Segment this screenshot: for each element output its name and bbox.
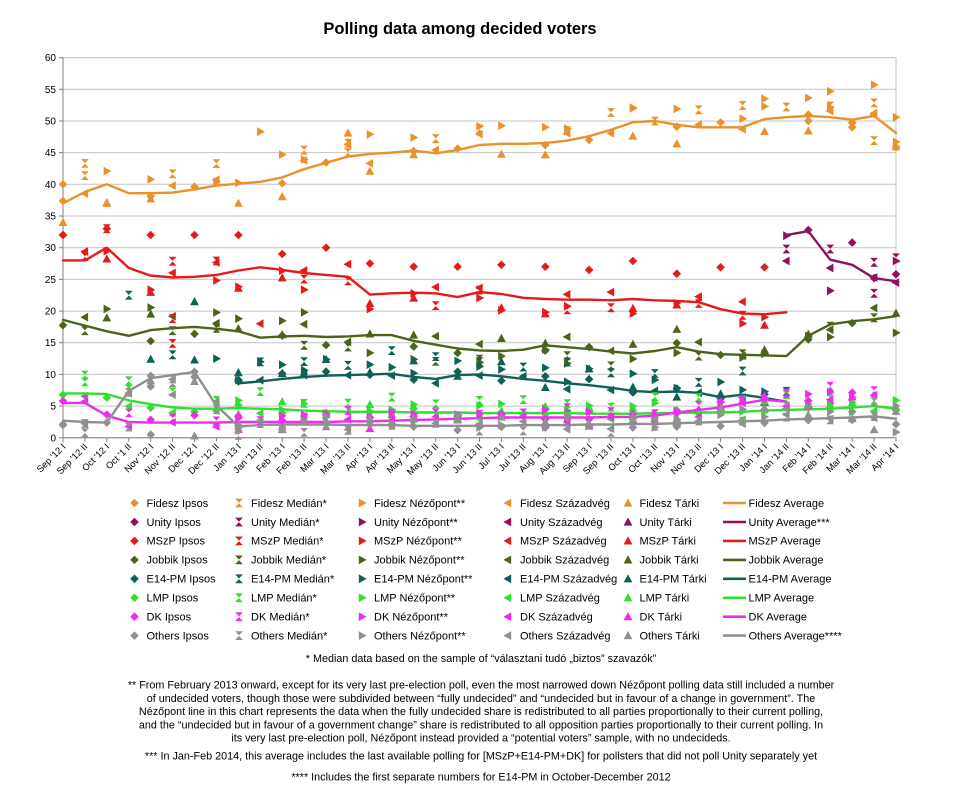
- svg-text:MSzP Tárki: MSzP Tárki: [640, 536, 696, 548]
- svg-text:60: 60: [45, 53, 57, 64]
- svg-text:35: 35: [45, 212, 57, 223]
- svg-text:Others Medián*: Others Medián*: [251, 630, 328, 642]
- svg-text:Unity Ipsos: Unity Ipsos: [147, 517, 202, 529]
- svg-text:55: 55: [45, 85, 57, 96]
- svg-text:Others Nézőpont**: Others Nézőpont**: [374, 630, 466, 642]
- svg-text:Jobbik Nézőpont**: Jobbik Nézőpont**: [374, 555, 465, 567]
- svg-text:DK Századvég: DK Századvég: [520, 612, 593, 624]
- svg-text:LMP Tárki: LMP Tárki: [640, 593, 690, 605]
- svg-text:45: 45: [45, 148, 57, 159]
- svg-text:and the “undecided but in favo: and the “undecided but in favour of a go…: [139, 719, 823, 731]
- svg-text:Fidesz Tárki: Fidesz Tárki: [640, 498, 700, 510]
- svg-text:Unity Nézőpont**: Unity Nézőpont**: [374, 517, 458, 529]
- svg-text:5: 5: [50, 402, 56, 413]
- svg-text:Others Tárki: Others Tárki: [640, 630, 700, 642]
- svg-text:10: 10: [45, 370, 57, 381]
- svg-text:50: 50: [45, 117, 57, 128]
- svg-text:Fidesz Nézőpont**: Fidesz Nézőpont**: [374, 498, 466, 510]
- svg-text:20: 20: [45, 307, 57, 318]
- svg-text:E14-PM Tárki: E14-PM Tárki: [640, 574, 707, 586]
- svg-text:* Median data based on the sam: * Median data based on the sample of “vá…: [306, 653, 657, 665]
- svg-text:Jobbik Average: Jobbik Average: [749, 555, 824, 567]
- svg-text:**** Includes the first separa: **** Includes the first separate numbers…: [291, 772, 670, 784]
- svg-text:Fidesz Medián*: Fidesz Medián*: [251, 498, 328, 510]
- svg-text:E14-PM Average: E14-PM Average: [749, 574, 832, 586]
- svg-text:Unity Tárki: Unity Tárki: [640, 517, 692, 529]
- svg-text:Nézőpont line in this chart re: Nézőpont line in this chart represents t…: [139, 706, 823, 718]
- svg-text:DK Tárki: DK Tárki: [640, 612, 683, 624]
- svg-text:Jobbik Medián*: Jobbik Medián*: [251, 555, 327, 567]
- svg-text:MSzP Average: MSzP Average: [749, 536, 821, 548]
- svg-text:DK Medián*: DK Medián*: [251, 612, 310, 624]
- svg-text:*** In Jan-Feb 2014, this aver: *** In Jan-Feb 2014, this average includ…: [145, 750, 817, 762]
- svg-text:0: 0: [50, 433, 56, 444]
- svg-text:MSzP Medián*: MSzP Medián*: [251, 536, 324, 548]
- svg-text:Unity Average***: Unity Average***: [749, 517, 831, 529]
- svg-text:LMP Medián*: LMP Medián*: [251, 593, 318, 605]
- svg-text:Fidesz Századvég: Fidesz Századvég: [520, 498, 610, 510]
- svg-text:E14-PM Századvég: E14-PM Századvég: [520, 574, 617, 586]
- svg-text:E14-PM Nézőpont**: E14-PM Nézőpont**: [374, 574, 473, 586]
- svg-text:Others Ipsos: Others Ipsos: [147, 630, 210, 642]
- svg-text:15: 15: [45, 338, 57, 349]
- svg-text:DK Ipsos: DK Ipsos: [147, 612, 192, 624]
- svg-text:E14-PM Medián*: E14-PM Medián*: [251, 574, 335, 586]
- svg-text:LMP Századvég: LMP Századvég: [520, 593, 600, 605]
- svg-text:Unity Századvég: Unity Századvég: [520, 517, 603, 529]
- svg-text:Jobbik Ipsos: Jobbik Ipsos: [147, 555, 209, 567]
- svg-text:25: 25: [45, 275, 57, 286]
- svg-text:of undecided voters, though th: of undecided voters, though those were s…: [147, 693, 815, 705]
- svg-text:30: 30: [45, 243, 57, 254]
- svg-text:LMP Nézőpont**: LMP Nézőpont**: [374, 593, 456, 605]
- svg-text:DK Nézőpont**: DK Nézőpont**: [374, 612, 449, 624]
- svg-text:** From February 2013 onward,: ** From February 2013 onward, except for…: [128, 680, 835, 692]
- svg-text:E14-PM Ipsos: E14-PM Ipsos: [147, 574, 217, 586]
- svg-text:Fidesz Average: Fidesz Average: [749, 498, 825, 510]
- svg-text:LMP Ipsos: LMP Ipsos: [147, 593, 199, 605]
- svg-text:MSzP Nézőpont**: MSzP Nézőpont**: [374, 536, 463, 548]
- svg-text:Others Average****: Others Average****: [749, 630, 843, 642]
- svg-text:MSzP Ipsos: MSzP Ipsos: [147, 536, 206, 548]
- svg-text:Fidesz Ipsos: Fidesz Ipsos: [147, 498, 209, 510]
- svg-text:40: 40: [45, 180, 57, 191]
- svg-text:Jobbik Századvég: Jobbik Századvég: [520, 555, 609, 567]
- svg-text:Unity Medián*: Unity Medián*: [251, 517, 320, 529]
- svg-text:its very last pre-election pol: its very last pre-election poll, Nézőpon…: [231, 733, 730, 745]
- svg-text:MSzP Századvég: MSzP Századvég: [520, 536, 607, 548]
- svg-text:Polling data among decided vot: Polling data among decided voters: [323, 20, 596, 38]
- svg-text:Jobbik Tárki: Jobbik Tárki: [640, 555, 699, 567]
- svg-text:DK Average: DK Average: [749, 612, 808, 624]
- svg-text:LMP Average: LMP Average: [749, 593, 815, 605]
- svg-text:Others Századvég: Others Századvég: [520, 630, 611, 642]
